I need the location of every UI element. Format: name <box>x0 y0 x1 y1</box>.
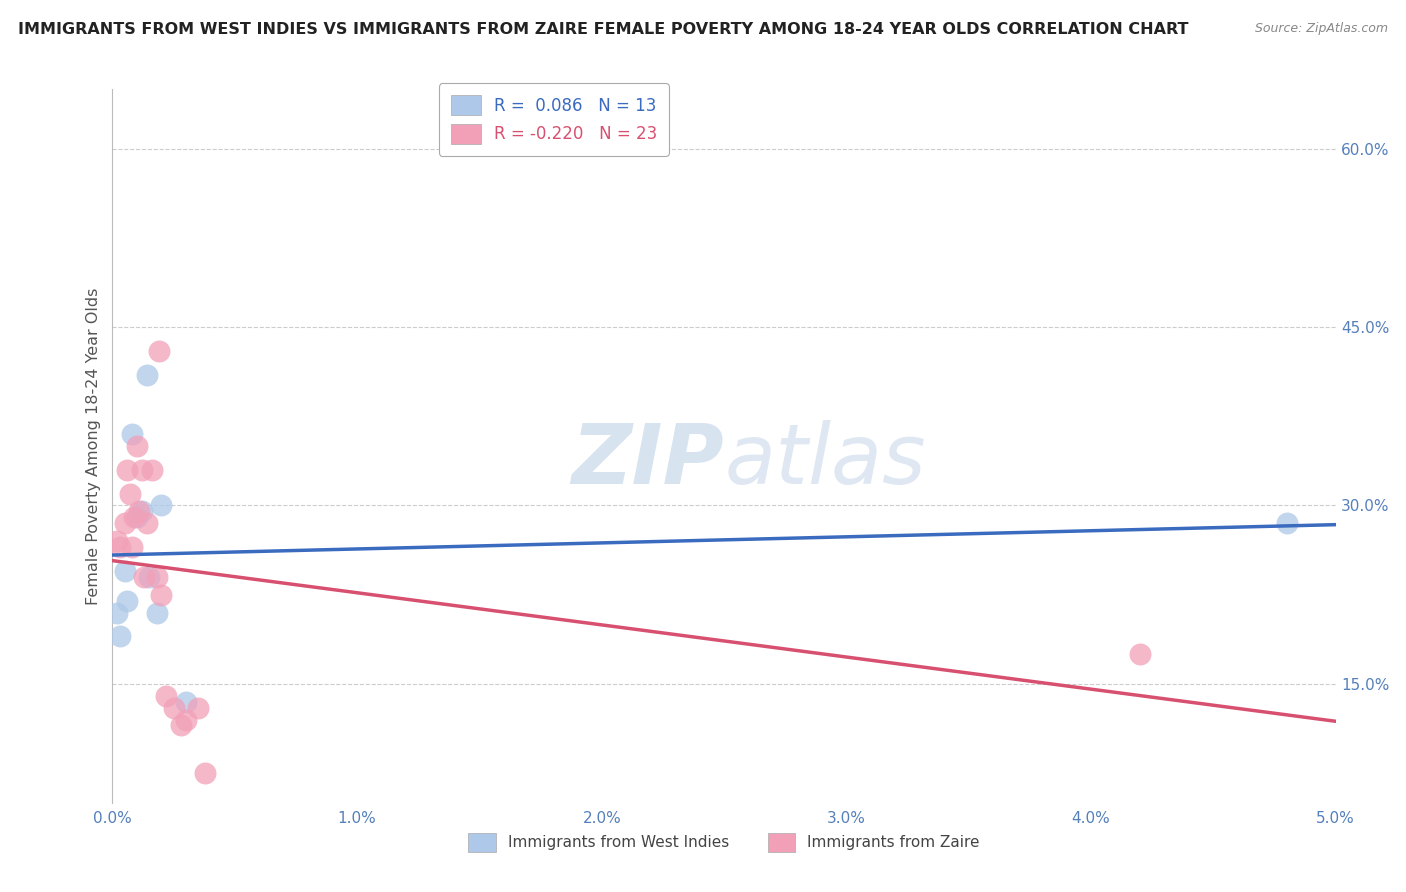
Point <box>125 510 148 524</box>
Point <box>138 570 160 584</box>
Point <box>170 718 193 732</box>
Point <box>121 427 143 442</box>
Point <box>174 713 197 727</box>
Point <box>145 606 167 620</box>
Text: ZIP: ZIP <box>571 420 724 500</box>
Point <box>108 540 131 554</box>
Point <box>155 689 177 703</box>
Point <box>118 486 141 500</box>
Point <box>125 439 148 453</box>
Point <box>150 588 173 602</box>
Point <box>194 766 217 780</box>
Point <box>135 368 157 382</box>
Point <box>105 606 128 620</box>
Point <box>131 463 153 477</box>
Point <box>131 504 153 518</box>
Point <box>174 695 197 709</box>
Text: IMMIGRANTS FROM WEST INDIES VS IMMIGRANTS FROM ZAIRE FEMALE POVERTY AMONG 18-24 : IMMIGRANTS FROM WEST INDIES VS IMMIGRANT… <box>18 22 1189 37</box>
Point <box>108 629 131 643</box>
Point <box>121 540 143 554</box>
Legend: Immigrants from West Indies, Immigrants from Zaire: Immigrants from West Indies, Immigrants … <box>461 825 987 859</box>
Point <box>163 700 186 714</box>
Point <box>135 516 157 531</box>
Point <box>105 534 128 549</box>
Point <box>187 700 209 714</box>
Point <box>1275 516 1298 531</box>
Y-axis label: Female Poverty Among 18-24 Year Olds: Female Poverty Among 18-24 Year Olds <box>86 287 101 605</box>
Point <box>128 504 150 518</box>
Point <box>150 499 173 513</box>
Point <box>115 463 138 477</box>
Point <box>114 516 136 531</box>
Point <box>145 570 167 584</box>
Point <box>124 510 146 524</box>
Point <box>1129 647 1152 661</box>
Point <box>134 570 156 584</box>
Text: Source: ZipAtlas.com: Source: ZipAtlas.com <box>1254 22 1388 36</box>
Point <box>114 564 136 578</box>
Point <box>148 343 170 358</box>
Point <box>141 463 163 477</box>
Text: atlas: atlas <box>724 420 925 500</box>
Point <box>115 593 138 607</box>
